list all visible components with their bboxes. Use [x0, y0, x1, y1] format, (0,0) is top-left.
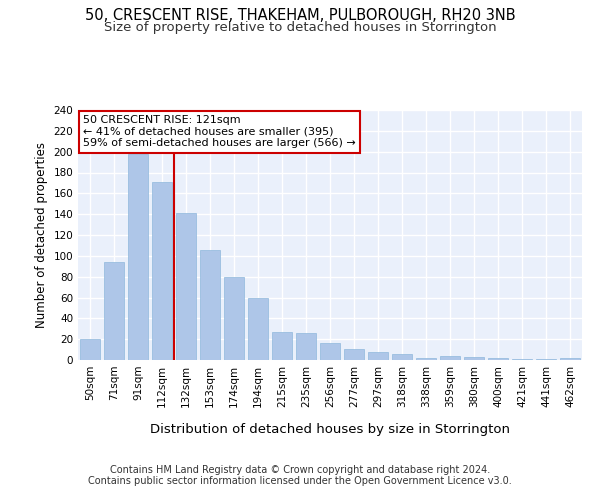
Bar — [440, 356, 460, 360]
Bar — [296, 333, 316, 360]
Bar — [488, 358, 508, 360]
Bar — [128, 154, 148, 360]
Bar — [104, 262, 124, 360]
Bar — [272, 332, 292, 360]
Text: Distribution of detached houses by size in Storrington: Distribution of detached houses by size … — [150, 422, 510, 436]
Bar — [392, 354, 412, 360]
Y-axis label: Number of detached properties: Number of detached properties — [35, 142, 48, 328]
Bar — [80, 339, 100, 360]
Bar — [224, 276, 244, 360]
Text: 50 CRESCENT RISE: 121sqm
← 41% of detached houses are smaller (395)
59% of semi-: 50 CRESCENT RISE: 121sqm ← 41% of detach… — [83, 115, 356, 148]
Bar — [464, 357, 484, 360]
Bar — [512, 359, 532, 360]
Text: 50, CRESCENT RISE, THAKEHAM, PULBOROUGH, RH20 3NB: 50, CRESCENT RISE, THAKEHAM, PULBOROUGH,… — [85, 8, 515, 22]
Bar — [248, 298, 268, 360]
Text: Contains public sector information licensed under the Open Government Licence v3: Contains public sector information licen… — [88, 476, 512, 486]
Bar — [368, 352, 388, 360]
Bar — [560, 358, 580, 360]
Bar — [416, 358, 436, 360]
Bar — [152, 182, 172, 360]
Bar — [344, 348, 364, 360]
Bar — [176, 213, 196, 360]
Bar — [320, 344, 340, 360]
Text: Contains HM Land Registry data © Crown copyright and database right 2024.: Contains HM Land Registry data © Crown c… — [110, 465, 490, 475]
Bar — [536, 359, 556, 360]
Bar — [200, 250, 220, 360]
Text: Size of property relative to detached houses in Storrington: Size of property relative to detached ho… — [104, 21, 496, 34]
